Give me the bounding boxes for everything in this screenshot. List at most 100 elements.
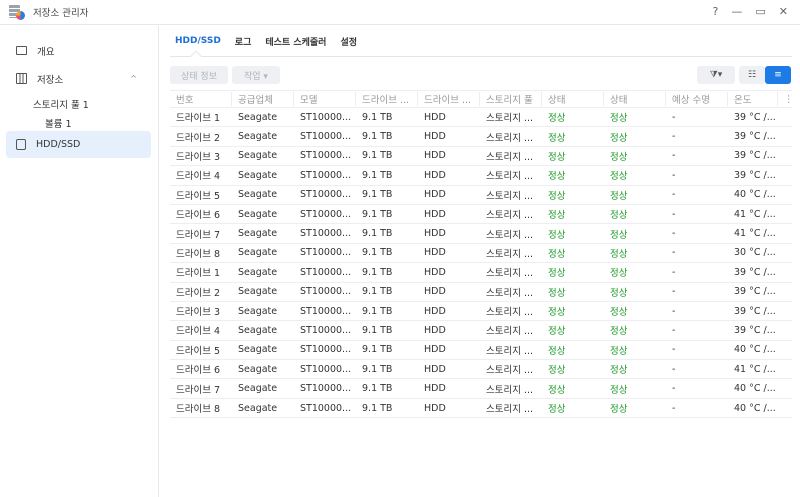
table-cell: - (672, 363, 676, 375)
table-cell: 스토리지 ... (486, 248, 534, 260)
table-cell: 스토리지 ... (486, 210, 534, 222)
table-cell: HDD (424, 344, 446, 356)
column-header[interactable]: 드라이브 ... (356, 92, 418, 106)
table-cell: 39 °C /... (734, 131, 776, 143)
detail-view-button[interactable]: ☷ (739, 66, 765, 84)
sidebar-item-pool[interactable]: 스토리지 풀 1 (33, 100, 89, 111)
column-header[interactable]: 공급업체 (232, 92, 294, 106)
tab-hdd-ssd[interactable]: HDD/SSD (175, 36, 221, 46)
list-icon: ≡ (774, 70, 782, 80)
table-row[interactable]: 드라이브 1 Seagate ST10000... 9.1 TB HDD 스토리지 ...… (170, 263, 792, 283)
table-cell: HDD (424, 228, 446, 240)
table-row[interactable]: 드라이브 7 Seagate ST10000... 9.1 TB HDD 스토리지 ...… (170, 379, 792, 399)
table-cell: 스토리지 ... (486, 190, 534, 202)
table-row[interactable]: 드라이브 3 Seagate ST10000... 9.1 TB HDD 스토리지 ...… (170, 302, 792, 322)
table-cell: 정상 (548, 113, 566, 125)
column-header[interactable]: 예상 수명 (666, 92, 728, 106)
column-header[interactable]: 스토리지 풀 (480, 92, 542, 106)
table-row[interactable]: 드라이브 3 Seagate ST10000... 9.1 TB HDD 스토리지 ...… (170, 147, 792, 167)
table-row[interactable]: 드라이브 4 Seagate ST10000... 9.1 TB HDD 스토리지 ...… (170, 321, 792, 341)
sidebar-item-hdd-ssd[interactable]: HDD/SSD (6, 131, 151, 158)
table-cell: HDD (424, 363, 446, 375)
table-row[interactable]: 드라이브 5 Seagate ST10000... 9.1 TB HDD 스토리지 ...… (170, 341, 792, 361)
table-cell: 40 °C /... (734, 344, 776, 356)
table-cell: HDD (424, 169, 446, 181)
table-row[interactable]: 드라이브 5 Seagate ST10000... 9.1 TB HDD 스토리지 ...… (170, 186, 792, 205)
table-cell: 정상 (610, 307, 628, 319)
table-cell: 9.1 TB (362, 228, 393, 240)
column-menu-icon[interactable]: ⋮ (784, 93, 792, 105)
table-cell: ST10000... (300, 305, 352, 317)
column-header[interactable]: 상태 (542, 92, 604, 106)
table-cell: ST10000... (300, 344, 352, 356)
table-cell: 정상 (610, 345, 628, 357)
table-cell: Seagate (238, 247, 278, 259)
table-cell: 정상 (610, 248, 628, 260)
table-cell: 정상 (548, 190, 566, 202)
table-row[interactable]: 드라이브 7 Seagate ST10000... 9.1 TB HDD 스토리지 ...… (170, 224, 792, 244)
overview-icon (16, 46, 27, 55)
chevron-up-icon[interactable]: ^ (130, 74, 137, 83)
table-row[interactable]: 드라이브 2 Seagate ST10000... 9.1 TB HDD 스토리지 ...… (170, 283, 792, 302)
table-cell: 9.1 TB (362, 189, 393, 201)
list-view-button[interactable]: ≡ (765, 66, 791, 84)
table-cell: ST10000... (300, 363, 352, 375)
table-cell: HDD (424, 131, 446, 143)
table-cell: 9.1 TB (362, 344, 393, 356)
table-cell: 스토리지 ... (486, 307, 534, 319)
maximize-button[interactable]: ▭ (755, 5, 766, 18)
table-row[interactable]: 드라이브 2 Seagate ST10000... 9.1 TB HDD 스토리지 ...… (170, 127, 792, 147)
table-cell: Seagate (238, 111, 278, 123)
table-cell: 39 °C /... (734, 111, 776, 123)
table-header: 번호 공급업체 모델 드라이브 ... 드라이브 ... 스토리지 풀 상태 상태 예상 수명 온… (170, 90, 792, 108)
table-cell: 정상 (610, 151, 628, 163)
tab-log[interactable]: 로그 (234, 37, 252, 48)
sidebar-item-overview[interactable]: 개요 (6, 37, 151, 64)
table-cell: 41 °C /... (734, 363, 776, 375)
table-row[interactable]: 드라이브 6 Seagate ST10000... 9.1 TB HDD 스토리지 ...… (170, 205, 792, 225)
column-header[interactable]: 모델 (294, 92, 356, 106)
sidebar-item-volume[interactable]: 볼륨 1 (45, 119, 72, 130)
column-header[interactable]: 드라이브 ... (418, 92, 480, 106)
table-cell: - (672, 266, 676, 278)
table-cell: Seagate (238, 305, 278, 317)
table-cell: 드라이브 6 (176, 365, 221, 377)
table-cell: 9.1 TB (362, 266, 393, 278)
table-cell: 드라이브 1 (176, 268, 221, 280)
table-cell: - (672, 402, 676, 414)
column-header[interactable]: 번호 (170, 92, 232, 106)
table-cell: 9.1 TB (362, 247, 393, 259)
table-cell: Seagate (238, 169, 278, 181)
status-info-button[interactable]: 상태 정보 (170, 66, 228, 84)
table-cell: 정상 (548, 210, 566, 222)
filter-button[interactable]: ⧩▾ (697, 66, 735, 84)
table-row[interactable]: 드라이브 6 Seagate ST10000... 9.1 TB HDD 스토리지 ...… (170, 360, 792, 380)
tab-test-scheduler[interactable]: 테스트 스케줄러 (265, 37, 327, 48)
column-header[interactable]: 상태 (604, 92, 666, 106)
sidebar-item-storage[interactable]: 저장소 ^ (6, 65, 151, 92)
sidebar-label: 개요 (37, 46, 55, 58)
storage-icon (16, 73, 27, 84)
table-cell: 드라이브 3 (176, 151, 221, 163)
column-header[interactable]: 온도 (728, 92, 778, 106)
close-button[interactable]: ✕ (778, 5, 788, 18)
table-cell: ST10000... (300, 169, 352, 181)
action-dropdown[interactable]: 작업 ▾ (232, 66, 280, 84)
table-cell: - (672, 111, 676, 123)
table-cell: 정상 (610, 171, 628, 183)
table-cell: ST10000... (300, 383, 352, 395)
minimize-button[interactable]: — (731, 5, 743, 18)
table-cell: - (672, 150, 676, 162)
help-button[interactable]: ? (712, 5, 719, 18)
tab-settings[interactable]: 설정 (340, 37, 358, 48)
table-cell: 드라이브 5 (176, 345, 221, 357)
table-row[interactable]: 드라이브 1 Seagate ST10000... 9.1 TB HDD 스토리지 ...… (170, 108, 792, 128)
hdd-icon (16, 139, 26, 150)
table-row[interactable]: 드라이브 8 Seagate ST10000... 9.1 TB HDD 스토리지 ...… (170, 399, 792, 419)
table-cell: Seagate (238, 208, 278, 220)
table-row[interactable]: 드라이브 8 Seagate ST10000... 9.1 TB HDD 스토리지 ...… (170, 244, 792, 264)
table-cell: 드라이브 1 (176, 113, 221, 125)
table-cell: 스토리지 ... (486, 326, 534, 338)
table-cell: 41 °C /... (734, 208, 776, 220)
table-row[interactable]: 드라이브 4 Seagate ST10000... 9.1 TB HDD 스토리지 ...… (170, 166, 792, 186)
